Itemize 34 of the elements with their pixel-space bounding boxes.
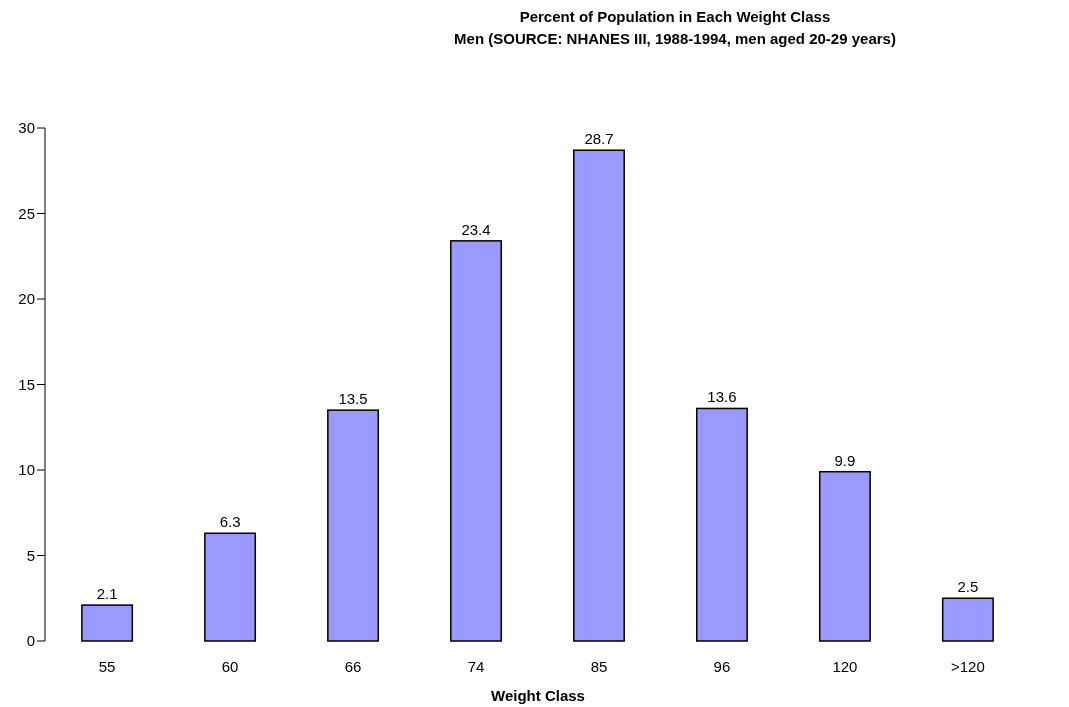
chart-subtitle: Men (SOURCE: NHANES III, 1988-1994, men aged 20-29 years)	[454, 30, 896, 47]
y-tick-label: 15	[18, 375, 35, 393]
x-tick-label: 55	[98, 658, 116, 675]
data-label: 13.6	[707, 388, 737, 406]
bar	[818, 470, 871, 642]
bar	[941, 597, 994, 642]
data-label: 2.5	[957, 578, 979, 596]
data-label: 23.4	[461, 220, 491, 238]
chart-title: Percent of Population in Each Weight Class	[519, 8, 831, 25]
data-label: 2.1	[96, 585, 118, 603]
data-label: 13.5	[338, 390, 368, 408]
x-tick-label: 85	[590, 658, 608, 675]
y-tick-label: 0	[26, 632, 35, 650]
x-tick-label: 120	[832, 658, 858, 675]
y-tick-label: 20	[18, 290, 35, 308]
x-tick-label: 60	[221, 658, 239, 675]
x-tick-label: >120	[951, 658, 985, 675]
y-tick-label: 5	[26, 546, 35, 564]
y-tick-label: 10	[18, 461, 35, 479]
x-axis-title: Weight Class	[491, 687, 585, 704]
bar	[327, 409, 379, 642]
bar	[450, 240, 502, 642]
bar	[81, 604, 134, 642]
data-label: 28.7	[584, 130, 614, 148]
bar	[204, 532, 257, 642]
data-label: 6.3	[219, 513, 241, 531]
data-label: 9.9	[834, 451, 856, 469]
x-tick-label: 74	[467, 658, 485, 675]
y-tick-label: 25	[18, 204, 35, 222]
y-tick-label: 30	[18, 119, 35, 137]
bar	[696, 407, 748, 642]
bar	[573, 149, 625, 642]
x-tick-label: 66	[344, 658, 362, 675]
x-tick-label: 96	[713, 658, 731, 675]
